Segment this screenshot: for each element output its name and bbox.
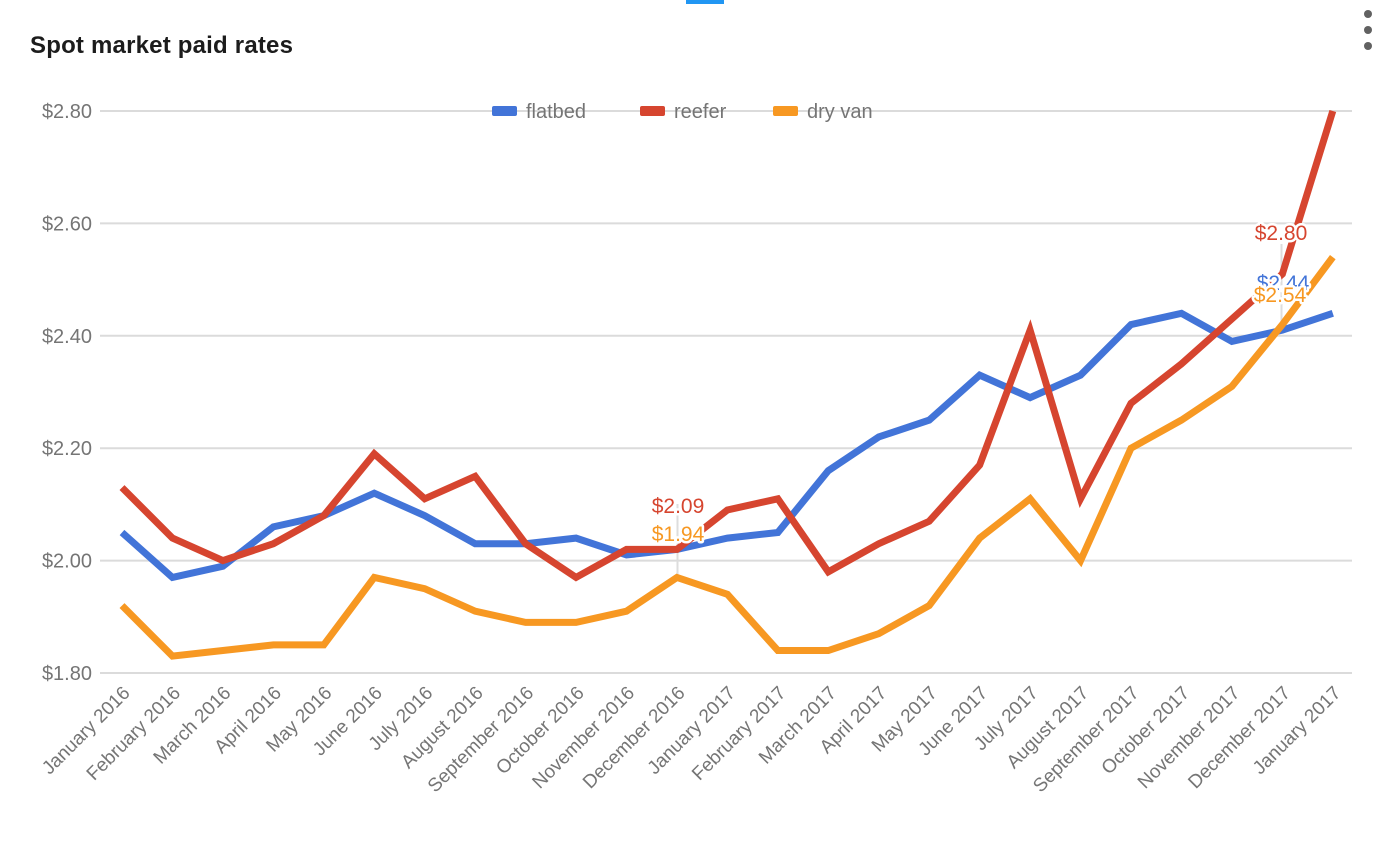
x-axis-tick-label: January 2017 [644,683,740,779]
legend-swatch-reefer [640,106,665,116]
menu-dot [1364,42,1372,50]
x-axis-tick-label: January 2016 [38,683,134,779]
x-axis-tick-label: January 2017 [1249,683,1345,779]
y-axis-tick-label: $2.80 [42,101,92,123]
legend-label-reefer: reefer [674,101,727,123]
x-axis-tick-label: October 2016 [492,683,588,779]
y-axis-tick-label: $1.80 [42,663,92,685]
top-accent-bar [686,0,724,4]
series-line-dry-van[interactable] [119,255,1336,660]
kebab-menu-icon[interactable] [1356,8,1380,52]
y-axis-tick-label: $2.00 [42,551,92,573]
x-axis-tick-label: October 2017 [1098,683,1194,779]
data-label-dry-van-january_2017: $1.94 [652,523,705,546]
data-label-flatbed-last_point: $2.44 [1257,272,1310,295]
series-line-reefer[interactable] [119,109,1337,582]
menu-dot [1364,10,1372,18]
y-axis-tick-label: $2.20 [42,438,92,460]
legend-label-flatbed: flatbed [526,101,586,123]
y-axis-tick-label: $2.60 [42,213,92,235]
data-label-reefer-last_point: $2.80 [1255,222,1308,245]
data-label-dry-van-last_point: $2.54 [1254,284,1307,307]
y-axis-tick-label: $2.40 [42,326,92,348]
chart-title: Spot market paid rates [30,32,294,59]
menu-dot [1364,26,1372,34]
series-line-flatbed[interactable] [119,309,1334,582]
legend-label-dry-van: dry van [807,101,873,123]
legend-swatch-dry-van [773,106,798,116]
data-label-reefer-january_2017: $2.09 [652,495,705,518]
legend-swatch-flatbed [492,106,517,116]
